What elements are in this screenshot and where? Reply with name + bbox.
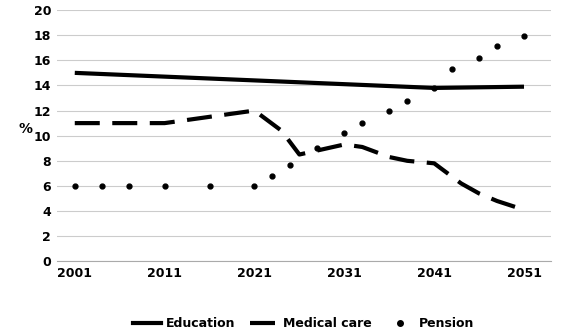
Legend: Education, Medical care, Pension: Education, Medical care, Pension: [128, 313, 479, 335]
Y-axis label: %: %: [18, 122, 32, 136]
